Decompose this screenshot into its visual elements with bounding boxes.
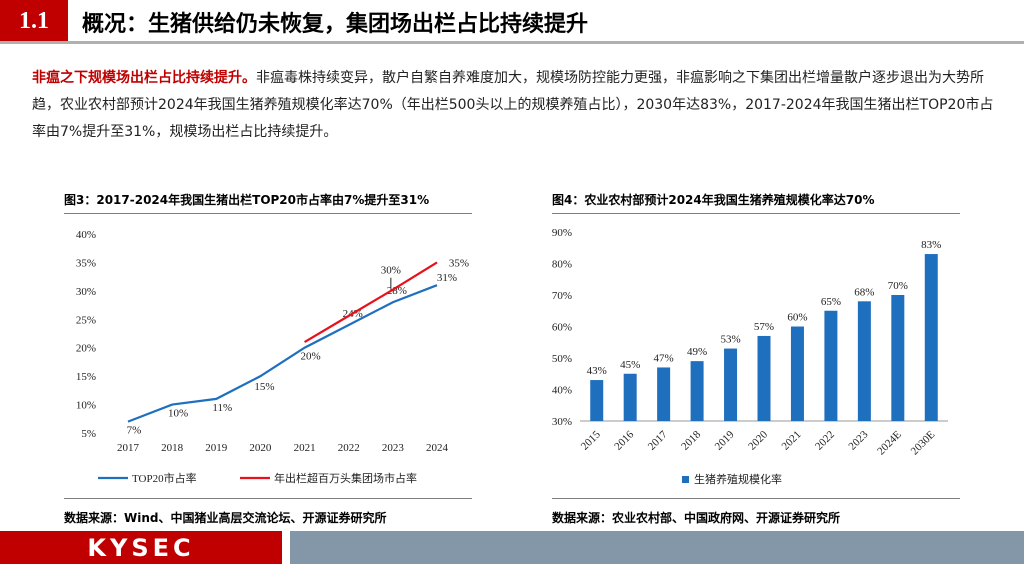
data-label: 57% [754,321,774,333]
data-label: 45% [620,359,640,371]
bar [690,361,704,421]
legend-label-top20: TOP20市占率 [132,471,197,485]
y-tick-label: 35% [76,257,96,269]
data-label: 68% [854,286,874,298]
figure3-source: 数据来源：Wind、中国猪业高层交流论坛、开源证券研究所 [64,511,387,525]
x-tick-label: 2023 [382,442,405,454]
legend-label: 生猪养殖规模化率 [694,472,782,486]
x-tick-label: 2017 [646,428,670,452]
data-label: 65% [821,296,841,308]
y-tick-label: 30% [552,416,572,428]
data-label: 11% [212,402,232,414]
data-label: 31% [437,272,457,284]
body-text: 非瘟毒株持续变异，散户自繁自养难度加大，规模场防控能力更强，非瘟影响之下集团出栏… [32,70,994,140]
y-tick-label: 70% [552,290,572,302]
header-divider [0,41,1024,44]
x-tick-label: 2024 [426,442,449,454]
series-line-top20 [127,284,438,423]
x-tick-label: 2030E [909,428,938,457]
data-label: 70% [888,280,908,292]
x-tick-label: 2022 [813,429,837,453]
bar [891,295,905,421]
data-label: 47% [654,352,674,364]
x-tick-label: 2022 [338,442,360,454]
annotation-label: 30% [381,265,401,277]
y-tick-label: 5% [81,428,96,440]
y-tick-label: 20% [76,343,96,355]
y-tick-label: 90% [552,227,572,239]
x-tick-label: 2020 [746,428,770,452]
x-tick-label: 2018 [679,428,703,452]
bar [790,326,804,421]
x-tick-label: 2020 [249,442,272,454]
body-lead: 非瘟之下规模场出栏占比持续提升。 [32,70,256,86]
y-tick-label: 40% [552,385,572,397]
bar [657,367,671,421]
footer-bar [290,531,1024,564]
figure3-caption: 图3：2017-2024年我国生猪出栏TOP20市占率由7%提升至31% [64,193,430,207]
bar [757,335,771,421]
x-tick-label: 2024E [875,428,904,457]
x-tick-label: 2021 [780,429,804,453]
bar [857,301,871,421]
figure3-line-chart: 5% 10% 15% 20% 25% 30% 35% 40% 2017 2018 2019 2020 2… [76,229,469,485]
x-tick-label: 2016 [612,428,636,452]
x-tick-label: 2019 [205,442,228,454]
bar [590,380,604,421]
y-tick-label: 30% [76,286,96,298]
figure4-source: 数据来源：农业农村部、中国政府网、开源证券研究所 [552,511,841,525]
figure3-top-rule [64,213,472,214]
y-tick-label: 80% [552,259,572,271]
x-tick-label: 2018 [161,442,184,454]
page-title: 概况：生猪供给仍未恢复，集团场出栏占比持续提升 [82,12,589,37]
figure4-caption: 图4：农业农村部预计2024年我国生猪养殖规模化率达70% [552,193,875,207]
data-label: 35% [449,257,469,269]
y-tick-label: 40% [76,229,96,241]
bar [623,373,637,421]
figure4-bottom-rule [552,498,960,499]
data-label: 28% [387,285,407,297]
y-tick-label: 60% [552,322,572,334]
bar [924,254,938,421]
figure4-top-rule [552,213,960,214]
y-tick-label: 10% [76,400,96,412]
x-tick-label: 2015 [579,428,603,452]
section-number: 1.1 [0,0,68,42]
x-tick-label: 2023 [846,428,870,452]
x-tick-label: 2017 [117,442,140,454]
body-paragraph: 非瘟之下规模场出栏占比持续提升。非瘟毒株持续变异，散户自繁自养难度加大，规模场防… [32,65,997,146]
x-tick-label: 2021 [294,442,316,454]
data-label: 53% [720,334,740,346]
legend-swatch [682,476,689,483]
bar [724,348,738,421]
data-label: 60% [787,312,807,324]
data-label: 15% [254,381,274,393]
data-label: 20% [300,351,320,363]
data-label: 10% [168,408,188,420]
figure3-bottom-rule [64,498,472,499]
data-label: 49% [687,346,707,358]
x-tick-label: 2019 [713,428,737,452]
kysec-logo: KYSEC [0,531,282,564]
data-label: 7% [127,425,142,437]
y-tick-label: 15% [76,371,96,383]
data-label: 83% [921,239,941,251]
y-tick-label: 50% [552,353,572,365]
bar [824,310,838,421]
data-label: 43% [587,365,607,377]
legend-label-million-farms: 年出栏超百万头集团场市占率 [274,471,417,485]
figure4-bar-chart: 30% 40% 50% 60% 70% 80% 90% 43% 2015 45% 2016 47% 20… [552,227,948,486]
series-line-million-farms [304,261,438,343]
y-tick-label: 25% [76,314,96,326]
